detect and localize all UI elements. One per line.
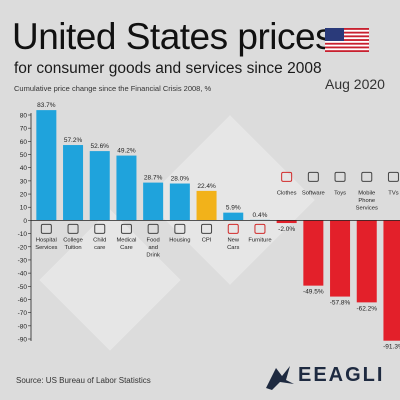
category-icon bbox=[147, 223, 159, 234]
x-tick-label: Child bbox=[93, 237, 106, 243]
y-tick-label: 70 bbox=[20, 126, 28, 133]
data-label: 83.7% bbox=[37, 102, 56, 109]
data-label: -91.3% bbox=[383, 344, 400, 351]
us-flag-icon bbox=[325, 28, 369, 52]
x-tick-label: Tuition bbox=[64, 245, 81, 251]
y-tick-label: 10 bbox=[20, 205, 28, 212]
category-icon bbox=[334, 171, 346, 182]
category-icon bbox=[307, 171, 319, 182]
data-label: 57.2% bbox=[64, 137, 83, 144]
x-tick-label: CPI bbox=[202, 237, 212, 243]
y-tick-label: -20 bbox=[18, 244, 28, 251]
bar bbox=[383, 220, 400, 341]
page-title: United States prices bbox=[12, 16, 334, 57]
data-label: 0.4% bbox=[253, 212, 268, 219]
x-tick-label: Care bbox=[120, 245, 133, 251]
bar bbox=[223, 212, 244, 221]
page-subtitle: for consumer goods and services since 20… bbox=[14, 60, 322, 77]
y-tick-label: -10 bbox=[18, 231, 28, 238]
category-icon bbox=[281, 171, 293, 182]
y-tick-label: -90 bbox=[18, 337, 28, 344]
y-tick-label: -80 bbox=[18, 323, 28, 330]
bar bbox=[276, 220, 297, 224]
data-label: 28.0% bbox=[171, 176, 190, 183]
x-tick-label: Hospital bbox=[36, 237, 57, 243]
data-label: 28.7% bbox=[144, 175, 163, 182]
category-icon bbox=[67, 223, 79, 234]
category-icon bbox=[174, 223, 186, 234]
x-tick-label: care bbox=[94, 245, 105, 251]
eagle-logo-icon bbox=[266, 366, 294, 390]
data-label: 49.2% bbox=[117, 148, 136, 155]
x-tick-label: Medical bbox=[116, 237, 136, 243]
x-tick-label: Phone bbox=[358, 198, 375, 204]
data-label: 5.9% bbox=[226, 205, 241, 212]
category-icon bbox=[361, 171, 373, 182]
x-tick-label: Software bbox=[302, 190, 325, 196]
bar bbox=[143, 182, 164, 221]
x-tick-label: Mobile bbox=[358, 190, 375, 196]
y-tick-label: -60 bbox=[18, 297, 28, 304]
x-tick-label: Drink bbox=[146, 252, 160, 258]
x-tick-label: Services bbox=[35, 245, 57, 251]
category-icon bbox=[227, 223, 239, 234]
bar bbox=[330, 220, 351, 297]
y-tick-label: 80 bbox=[20, 113, 28, 120]
x-tick-label: Toys bbox=[334, 190, 346, 196]
data-label: 22.4% bbox=[197, 183, 216, 190]
x-tick-label: New bbox=[227, 237, 239, 243]
x-tick-label: College bbox=[63, 237, 83, 243]
data-label: 52.6% bbox=[91, 143, 110, 150]
bar bbox=[116, 155, 137, 221]
y-tick-label: 20 bbox=[20, 192, 28, 199]
category-icon bbox=[387, 171, 399, 182]
bar bbox=[303, 220, 324, 286]
data-label: -2.0% bbox=[278, 226, 295, 233]
y-tick-label: 60 bbox=[20, 139, 28, 146]
data-label: -49.5% bbox=[303, 289, 324, 296]
x-tick-label: Clothes bbox=[277, 190, 297, 196]
bar bbox=[63, 145, 84, 221]
chart-note: Cumulative price change since the Financ… bbox=[14, 84, 212, 93]
category-icon bbox=[120, 223, 132, 234]
x-tick-label: Housing bbox=[169, 237, 190, 243]
y-tick-label: -50 bbox=[18, 284, 28, 291]
y-tick-label: -70 bbox=[18, 310, 28, 317]
source-note: Source: US Bureau of Labor Statistics bbox=[16, 376, 151, 385]
x-tick-label: and bbox=[148, 245, 158, 251]
y-tick-label: -30 bbox=[18, 257, 28, 264]
category-icon bbox=[201, 223, 213, 234]
category-icon bbox=[94, 223, 106, 234]
category-icon bbox=[254, 223, 266, 234]
x-tick-label: Food bbox=[147, 237, 160, 243]
y-tick-label: 0 bbox=[23, 218, 27, 225]
x-tick-label: TVs bbox=[388, 190, 398, 196]
data-label: -57.8% bbox=[330, 300, 351, 307]
date-label: Aug 2020 bbox=[325, 76, 385, 92]
bar bbox=[196, 190, 217, 221]
data-label: -62.2% bbox=[356, 305, 377, 312]
x-tick-label: Furniture bbox=[248, 237, 271, 243]
bar bbox=[169, 183, 190, 221]
x-tick-label: Services bbox=[356, 205, 378, 211]
y-tick-label: 40 bbox=[20, 165, 28, 172]
bar bbox=[356, 220, 377, 303]
category-icon bbox=[40, 223, 52, 234]
bar bbox=[89, 151, 110, 221]
x-tick-label: Cars bbox=[227, 245, 239, 251]
y-tick-label: 50 bbox=[20, 152, 28, 159]
bar bbox=[36, 110, 57, 221]
y-tick-label: 30 bbox=[20, 178, 28, 185]
y-tick-label: -40 bbox=[18, 271, 28, 278]
brand-name: EEAGLI bbox=[298, 364, 385, 386]
